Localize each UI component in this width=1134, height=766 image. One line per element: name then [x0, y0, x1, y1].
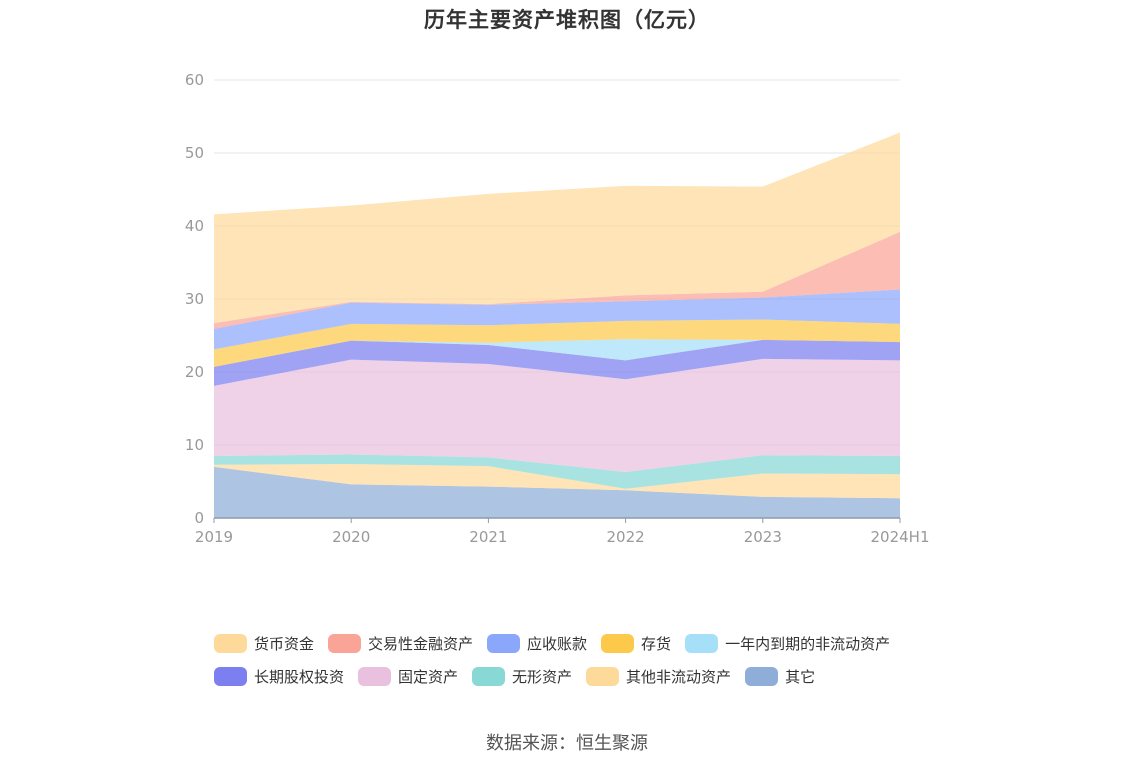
legend-item[interactable]: 一年内到期的非流动资产	[685, 633, 890, 654]
area-series-9[interactable]	[214, 132, 900, 324]
area-series-6[interactable]	[214, 319, 900, 367]
legend-item[interactable]: 其它	[745, 666, 815, 687]
legend-item[interactable]: 无形资产	[472, 666, 572, 687]
legend-label: 交易性金融资产	[368, 634, 474, 653]
area-series-5[interactable]	[214, 339, 900, 367]
axis-layer: 0 10 20 30 40 50 60 2019 2020 2021 2022 2023 2024H1	[185, 71, 930, 546]
area-series-1[interactable]	[214, 463, 900, 499]
legend-swatch	[358, 666, 392, 686]
chart-title: 历年主要资产堆积图（亿元）	[424, 8, 710, 32]
y-tick-label: 50	[185, 144, 204, 162]
legend-swatch	[472, 666, 506, 686]
legend-item[interactable]: 固定资产	[358, 666, 458, 687]
chart-plot-area: 0 10 20 30 40 50 60 2019 2020 2021 2022 2023 2024H1	[185, 71, 930, 546]
y-tick-label: 20	[185, 363, 204, 381]
y-tick-label: 60	[185, 71, 204, 89]
legend-row-2: 长期股权投资 固定资产 无形资产 其他非流动资产 其它	[214, 663, 974, 689]
legend-item[interactable]: 交易性金融资产	[328, 633, 473, 654]
legend-label: 货币资金	[254, 634, 315, 653]
legend-swatch	[214, 633, 247, 653]
legend-label: 无形资产	[512, 667, 573, 686]
area-series-3[interactable]	[214, 358, 900, 473]
legend-item[interactable]: 应收账款	[487, 633, 587, 654]
legend-swatch	[487, 633, 521, 653]
y-tick-label: 10	[185, 436, 204, 454]
x-tick-label: 2022	[607, 528, 645, 546]
x-tick-label: 2020	[332, 528, 370, 546]
legend-item[interactable]: 长期股权投资	[214, 666, 344, 687]
x-tick-label: 2023	[744, 528, 782, 546]
x-tick-label: 2019	[195, 528, 233, 546]
legend-row-1: 货币资金 交易性金融资产 应收账款 存货 一年内到期的非流动资产	[214, 630, 974, 656]
legend-swatch	[328, 633, 362, 653]
y-tick-label: 0	[194, 509, 204, 527]
legend-item[interactable]: 存货	[601, 633, 671, 654]
y-tick-label: 40	[185, 217, 204, 235]
area-series-4[interactable]	[214, 339, 900, 386]
legend-swatch	[586, 666, 620, 686]
legend-label: 固定资产	[398, 667, 459, 686]
legend-swatch	[685, 633, 719, 653]
legend-label: 其它	[785, 667, 816, 686]
legend-label: 存货	[641, 634, 672, 653]
legend-item[interactable]: 货币资金	[214, 633, 314, 654]
area-series-2[interactable]	[214, 454, 900, 489]
area-layer	[214, 132, 900, 518]
legend-item[interactable]: 其他非流动资产	[586, 666, 731, 687]
legend-swatch	[601, 633, 635, 653]
data-source-note: 数据来源：恒生聚源	[486, 733, 648, 754]
legend-swatch	[214, 666, 247, 686]
x-tick-label: 2021	[469, 528, 507, 546]
x-tick-label: 2024H1	[871, 528, 930, 546]
legend-label: 其他非流动资产	[626, 667, 732, 686]
y-tick-label: 30	[185, 290, 204, 308]
legend-label: 一年内到期的非流动资产	[725, 634, 891, 653]
legend: 货币资金 交易性金融资产 应收账款 存货 一年内到期的非流动资产 长期股权投资 固定资产 无…	[214, 630, 974, 696]
area-series-7[interactable]	[214, 289, 900, 350]
legend-swatch	[745, 666, 779, 686]
legend-label: 应收账款	[527, 634, 588, 653]
legend-label: 长期股权投资	[254, 667, 345, 686]
area-series-0[interactable]	[214, 466, 900, 518]
